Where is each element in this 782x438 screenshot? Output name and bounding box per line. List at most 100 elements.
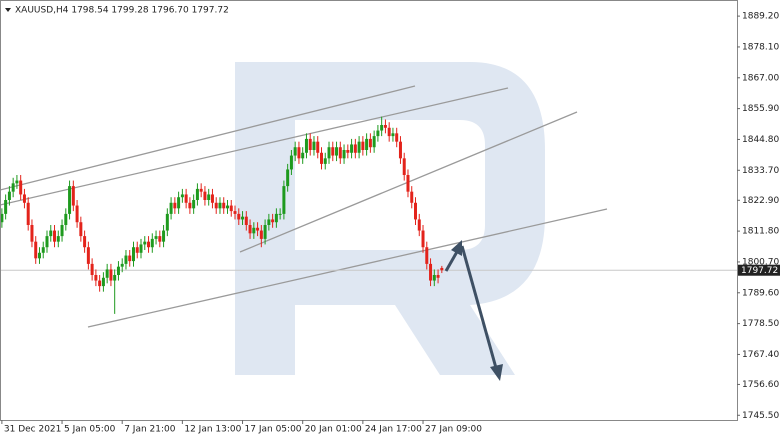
- candle-body: [342, 150, 346, 159]
- candle-body: [229, 205, 233, 212]
- candle-body: [143, 241, 147, 245]
- candle-body: [316, 141, 320, 153]
- candle-body: [421, 230, 425, 248]
- candle-body: [184, 194, 188, 203]
- candle-body: [312, 141, 316, 150]
- candle-body: [169, 202, 173, 214]
- candle-body: [165, 213, 169, 231]
- candle-body: [233, 211, 237, 214]
- candle-body: [286, 169, 290, 187]
- candle-body: [79, 222, 83, 237]
- chart-header: XAUUSD,H4 1798.54 1799.28 1796.70 1797.7…: [15, 6, 229, 16]
- candle-body: [64, 213, 68, 225]
- candle-body: [180, 194, 184, 198]
- candle-body: [289, 155, 293, 170]
- y-tick-label: 1822.90: [742, 196, 779, 206]
- candle-body: [353, 144, 357, 153]
- candle-body: [11, 183, 15, 192]
- candle-body: [267, 219, 271, 225]
- candle-body: [210, 194, 214, 203]
- y-tick-label: 1878.10: [742, 42, 779, 52]
- candle-body: [308, 138, 312, 150]
- candle-body: [263, 225, 267, 239]
- x-tick-label: 17 Jan 05:00: [245, 425, 302, 435]
- candle-body: [34, 241, 38, 259]
- candle-body: [150, 238, 154, 248]
- candle-body: [203, 191, 207, 200]
- candle-body: [278, 213, 282, 215]
- candle-body: [90, 263, 94, 275]
- candle-body: [113, 275, 117, 281]
- candle-body: [440, 267, 444, 271]
- candle-body: [218, 202, 222, 209]
- candle-body: [391, 133, 395, 137]
- candle-body: [41, 247, 45, 253]
- candle-body: [60, 225, 64, 237]
- candle-body: [4, 200, 8, 214]
- y-tick-label: 1778.50: [742, 319, 779, 329]
- y-tick-label: 1889.20: [742, 12, 779, 22]
- candle-body: [271, 219, 275, 223]
- candle-body: [365, 138, 369, 150]
- candle-body: [30, 225, 34, 242]
- candle-body: [56, 236, 60, 242]
- candle-body: [116, 266, 120, 275]
- candle-body: [357, 141, 361, 153]
- candle-body: [139, 244, 143, 253]
- y-tick-label: 1833.70: [742, 166, 779, 176]
- x-tick-label: 20 Jan 01:00: [305, 425, 362, 435]
- y-tick-label: 1844.80: [742, 135, 779, 145]
- candle-body: [0, 213, 4, 223]
- candle-body: [45, 236, 49, 248]
- candle-body: [383, 125, 387, 128]
- y-tick-label: 1855.90: [742, 104, 779, 114]
- candle-body: [417, 219, 421, 231]
- candle-body: [395, 133, 399, 142]
- candle-body: [248, 225, 252, 234]
- y-tick-label: 1867.00: [742, 73, 779, 83]
- candle-body: [282, 186, 286, 214]
- candle-body: [83, 236, 87, 248]
- y-tick-label: 1811.80: [742, 227, 779, 237]
- candle-body: [192, 200, 196, 209]
- x-tick-label: 24 Jan 17:00: [365, 425, 422, 435]
- candle-body: [225, 205, 229, 209]
- candle-body: [436, 275, 440, 278]
- candle-body: [124, 255, 128, 264]
- candle-body: [410, 191, 414, 203]
- candle-body: [350, 144, 354, 153]
- candle-body: [406, 175, 410, 192]
- menu-triangle: [5, 8, 11, 12]
- candle-body: [199, 188, 203, 192]
- plot: [0, 116, 444, 314]
- candle-body: [304, 138, 308, 153]
- candle-body: [259, 230, 263, 239]
- candle-body: [120, 263, 124, 267]
- candle-body: [158, 236, 162, 242]
- candle-body: [425, 247, 429, 264]
- candle-body: [195, 188, 199, 200]
- candle-body: [252, 227, 256, 234]
- plot-frame: [0, 0, 738, 421]
- candle-body: [414, 202, 418, 220]
- x-tick-label: 27 Jan 09:00: [425, 425, 482, 435]
- candle-body: [338, 147, 342, 159]
- candle-body: [75, 205, 79, 223]
- candle-body: [274, 213, 278, 223]
- candle-body: [177, 197, 181, 209]
- candle-body: [214, 202, 218, 209]
- candle-body: [26, 202, 30, 225]
- price-label: 1797.72: [741, 266, 778, 276]
- watermark: [235, 62, 545, 375]
- candle-body: [293, 147, 297, 156]
- y-tick-label: 1745.50: [742, 411, 779, 421]
- candle-body: [53, 230, 57, 242]
- candle-body: [327, 147, 331, 159]
- candle-body: [162, 230, 166, 242]
- candle-body: [109, 269, 113, 281]
- candle-body: [101, 277, 105, 287]
- y-tick-label: 1767.40: [742, 350, 779, 360]
- candle-body: [297, 147, 301, 159]
- candle-body: [131, 247, 135, 262]
